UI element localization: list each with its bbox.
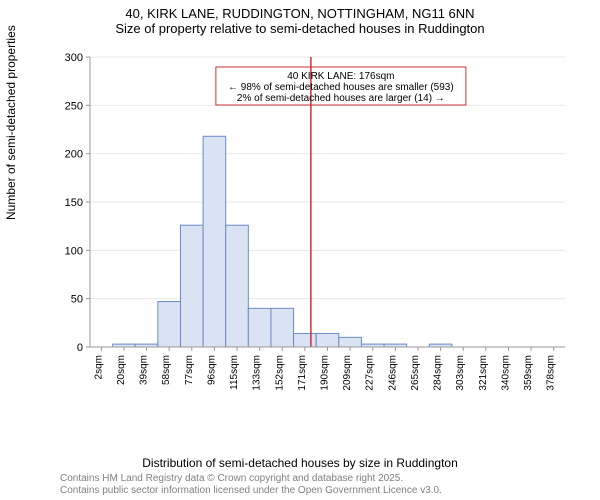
chart-title-line1: 40, KIRK LANE, RUDDINGTON, NOTTINGHAM, N…	[0, 6, 600, 21]
annotation-text: 40 KIRK LANE: 176sqm	[287, 71, 394, 82]
y-axis-label: Number of semi-detached properties	[4, 25, 18, 220]
svg-text:58sqm: 58sqm	[161, 355, 172, 385]
svg-text:378sqm: 378sqm	[546, 355, 557, 391]
svg-text:115sqm: 115sqm	[229, 355, 240, 390]
histogram-bar	[339, 337, 362, 347]
histogram-bar	[294, 333, 317, 347]
svg-text:2sqm: 2sqm	[93, 355, 104, 379]
svg-text:100: 100	[65, 245, 83, 257]
svg-text:150: 150	[65, 197, 83, 209]
svg-text:250: 250	[65, 100, 83, 112]
svg-text:321sqm: 321sqm	[478, 355, 489, 391]
svg-text:20sqm: 20sqm	[116, 355, 127, 385]
attribution-block: Contains HM Land Registry data © Crown c…	[60, 473, 442, 497]
annotation-text: 2% of semi-detached houses are larger (1…	[237, 93, 445, 104]
attribution-line2: Contains public sector information licen…	[60, 485, 442, 497]
title-block: 40, KIRK LANE, RUDDINGTON, NOTTINGHAM, N…	[0, 0, 600, 36]
svg-text:77sqm: 77sqm	[184, 355, 195, 385]
svg-text:200: 200	[65, 149, 83, 161]
x-axis: 2sqm 20sqm 39sqm 58sqm 77sqm 96sqm 115sqm 133sq…	[90, 347, 565, 391]
histogram-bar	[271, 308, 294, 347]
histogram-bar	[158, 302, 181, 347]
histogram-bar	[316, 333, 339, 347]
x-axis-label: Distribution of semi-detached houses by …	[0, 456, 600, 470]
svg-text:96sqm: 96sqm	[206, 355, 217, 385]
histogram-bar	[248, 308, 271, 347]
svg-text:300: 300	[65, 52, 83, 64]
svg-text:303sqm: 303sqm	[455, 355, 466, 391]
svg-text:246sqm: 246sqm	[387, 355, 398, 391]
svg-text:265sqm: 265sqm	[410, 355, 421, 391]
svg-text:0: 0	[77, 342, 83, 354]
svg-text:340sqm: 340sqm	[500, 355, 511, 391]
svg-text:152sqm: 152sqm	[274, 355, 285, 391]
bars-group	[113, 136, 452, 347]
svg-text:50: 50	[71, 294, 83, 306]
attribution-line1: Contains HM Land Registry data © Crown c…	[60, 473, 442, 485]
histogram-bar	[203, 136, 226, 347]
svg-text:171sqm: 171sqm	[297, 355, 308, 391]
svg-text:133sqm: 133sqm	[252, 355, 263, 391]
histogram-bar	[180, 225, 203, 347]
y-axis: 0 50 100 150 200 250 300	[65, 52, 90, 354]
chart-title-line2: Size of property relative to semi-detach…	[0, 21, 600, 36]
histogram-plot: 40 KIRK LANE: 176sqm← 98% of semi-detach…	[60, 52, 570, 402]
annotation-group: 40 KIRK LANE: 176sqm← 98% of semi-detach…	[216, 67, 466, 105]
histogram-bar	[226, 225, 249, 347]
svg-text:284sqm: 284sqm	[433, 355, 444, 391]
svg-text:190sqm: 190sqm	[320, 355, 331, 391]
chart-container: 40, KIRK LANE, RUDDINGTON, NOTTINGHAM, N…	[0, 0, 600, 500]
annotation-text: ← 98% of semi-detached houses are smalle…	[228, 82, 454, 93]
svg-text:227sqm: 227sqm	[365, 355, 376, 391]
svg-text:209sqm: 209sqm	[342, 355, 353, 391]
svg-text:359sqm: 359sqm	[523, 355, 534, 391]
svg-text:39sqm: 39sqm	[139, 355, 150, 385]
